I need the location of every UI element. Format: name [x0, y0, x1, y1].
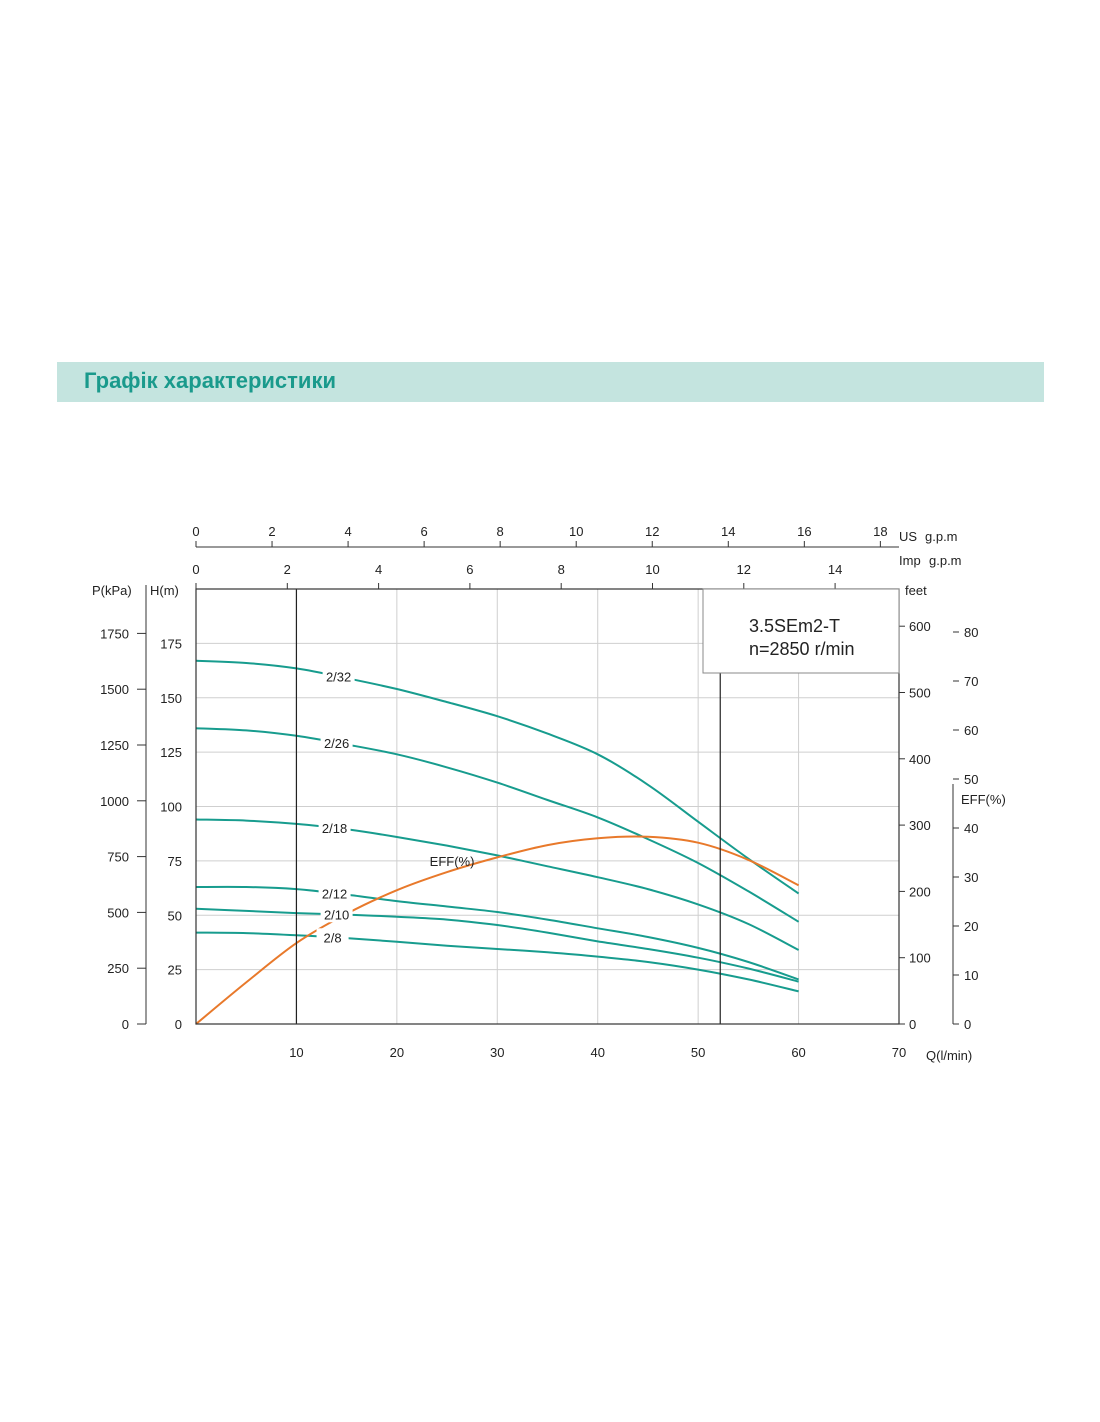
x-tick-label: 50 — [691, 1045, 705, 1060]
head-tick-label: 125 — [160, 745, 182, 760]
speed-label: n=2850 r/min — [749, 639, 855, 659]
imp-gpm-unit: Imp — [899, 553, 921, 568]
efficiency-tick-label: 80 — [964, 625, 978, 640]
pressure-tick-label: 1500 — [100, 682, 129, 697]
efficiency-tick-label: 0 — [964, 1017, 971, 1032]
series-label-bg — [318, 884, 351, 902]
head-tick-label: 175 — [160, 636, 182, 651]
series-label-2-32: 2/32 — [326, 670, 351, 685]
efficiency-tick-label: 10 — [964, 968, 978, 983]
feet-tick-label: 500 — [909, 686, 931, 701]
x-tick-label: 20 — [390, 1045, 404, 1060]
head-axis-label: H(m) — [150, 583, 179, 598]
plot-frame — [195, 588, 900, 1025]
pressure-tick-label: 1000 — [100, 794, 129, 809]
imp-gpm-tick-label: 6 — [466, 562, 473, 577]
head-tick-label: 25 — [168, 963, 182, 978]
pressure-tick-label: 250 — [107, 961, 129, 976]
us-gpm-tick-label: 2 — [268, 524, 275, 539]
pressure-tick-label: 1750 — [100, 626, 129, 641]
feet-tick-label: 100 — [909, 951, 931, 966]
us-gpm-tick-label: 0 — [192, 524, 199, 539]
imp-gpm-tick-label: 4 — [375, 562, 382, 577]
feet-tick-label: 0 — [909, 1017, 916, 1032]
head-tick-label: 0 — [175, 1017, 182, 1032]
head-tick-label: 75 — [168, 854, 182, 869]
us-gpm-tick-label: 18 — [873, 524, 887, 539]
efficiency-tick-label: 20 — [964, 919, 978, 934]
series-label-bg — [320, 733, 353, 751]
series-label-bg — [318, 819, 351, 837]
x-tick-label: 30 — [490, 1045, 504, 1060]
series-label-2-18: 2/18 — [322, 821, 347, 836]
efficiency-tick-label: 70 — [964, 674, 978, 689]
pressure-tick-label: 750 — [107, 850, 129, 865]
pressure-tick-label: 0 — [122, 1017, 129, 1032]
pressure-axis-label: P(kPa) — [92, 583, 132, 598]
us-gpm-tick-label: 12 — [645, 524, 659, 539]
us-gpm-tick-label: 8 — [497, 524, 504, 539]
efficiency-tick-label: 60 — [964, 723, 978, 738]
efficiency-curve-label: EFF(%) — [430, 854, 475, 869]
feet-tick-label: 400 — [909, 752, 931, 767]
us-gpm-tick-label: 6 — [421, 524, 428, 539]
series-label-2-8: 2/8 — [324, 930, 342, 945]
series-label-2-12: 2/12 — [322, 886, 347, 901]
x-tick-label: 40 — [590, 1045, 604, 1060]
series-label-bg — [320, 905, 353, 923]
section-title: Графік характеристики — [84, 368, 336, 393]
model-name: 3.5SEm2-T — [749, 616, 840, 636]
us-gpm-tick-label: 16 — [797, 524, 811, 539]
imp-gpm-tick-label: 10 — [645, 562, 659, 577]
imp-gpm-tick-label: 12 — [737, 562, 751, 577]
head-tick-label: 150 — [160, 691, 182, 706]
imp-gpm-tick-label: 14 — [828, 562, 842, 577]
x-tick-label: 60 — [791, 1045, 805, 1060]
pressure-tick-label: 500 — [107, 905, 129, 920]
feet-tick-label: 600 — [909, 619, 931, 634]
efficiency-tick-label: 50 — [964, 772, 978, 787]
x-tick-label: 10 — [289, 1045, 303, 1060]
us-gpm-unit: US — [899, 529, 917, 544]
imp-gpm-tick-label: 8 — [558, 562, 565, 577]
pressure-tick-label: 1250 — [100, 738, 129, 753]
x-tick-label: 70 — [892, 1045, 906, 1060]
imp-gpm-tick-label: 0 — [192, 562, 199, 577]
imp-gpm-label: g.p.m — [929, 553, 962, 568]
series-label-bg — [316, 928, 349, 946]
series-label-2-26: 2/26 — [324, 736, 349, 751]
feet-tick-label: 300 — [909, 818, 931, 833]
imp-gpm-tick-label: 2 — [284, 562, 291, 577]
us-gpm-tick-label: 14 — [721, 524, 735, 539]
efficiency-tick-label: 40 — [964, 821, 978, 836]
head-tick-label: 50 — [168, 908, 182, 923]
feet-tick-label: 200 — [909, 884, 931, 899]
us-gpm-tick-label: 10 — [569, 524, 583, 539]
us-gpm-tick-label: 4 — [344, 524, 351, 539]
series-label-2-10: 2/10 — [324, 907, 349, 922]
model-info-box — [702, 588, 900, 674]
efficiency-axis-label: EFF(%) — [961, 792, 1006, 807]
x-axis-label: Q(l/min) — [926, 1048, 972, 1063]
axis-layer: 10 20 30 40 50 60 70 Q(l/min)0 2 4 6 8 10 12 14 16 18 US g… — [92, 524, 1006, 1063]
efficiency-tick-label: 30 — [964, 870, 978, 885]
head-tick-label: 100 — [160, 800, 182, 815]
feet-axis-label: feet — [905, 583, 927, 598]
series-label-bg — [322, 667, 355, 685]
label-layer: 2/32 2/26 2/18 2/12 2/10 2/8 EFF(%) 3.5SEm2-T n=… — [316, 588, 900, 946]
section-banner: Графік характеристики — [57, 362, 1044, 402]
us-gpm-label: g.p.m — [925, 529, 958, 544]
